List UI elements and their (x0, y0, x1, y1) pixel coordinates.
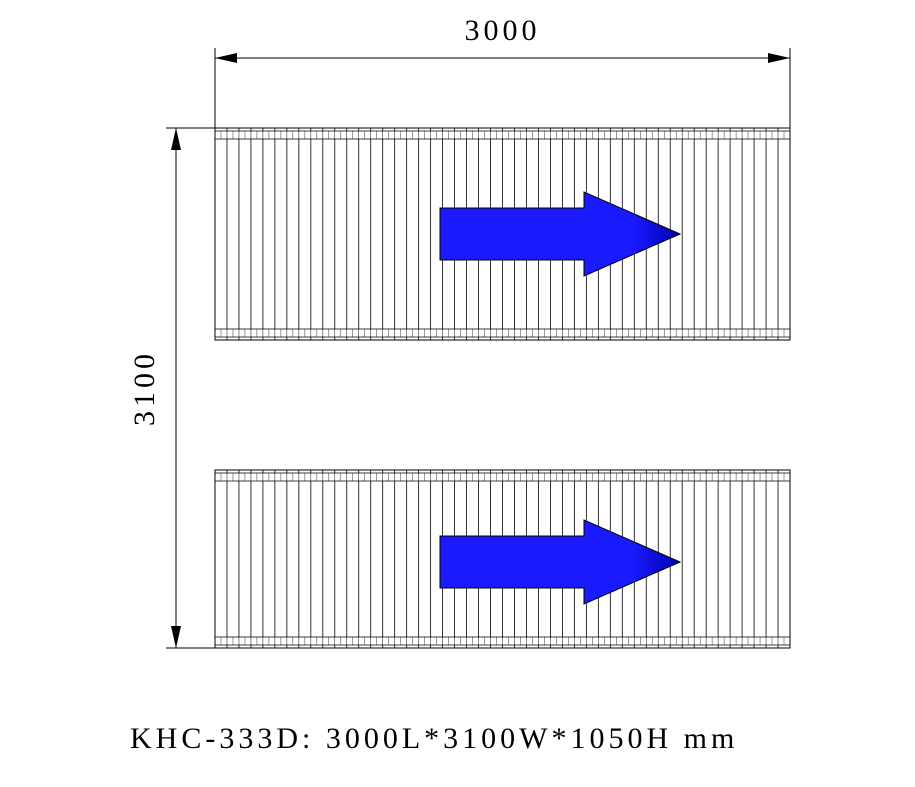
flow-arrow-top (440, 192, 680, 276)
dimension-width-value: 3000 (465, 14, 541, 47)
flow-arrow-bottom (440, 520, 680, 604)
caption-text: KHC-333D: 3000L*3100W*1050H mm (130, 722, 738, 755)
dimension-height-value: 3100 (128, 350, 161, 426)
dimension-width: 3000 (215, 14, 790, 130)
dimension-height: 3100 (128, 128, 218, 648)
